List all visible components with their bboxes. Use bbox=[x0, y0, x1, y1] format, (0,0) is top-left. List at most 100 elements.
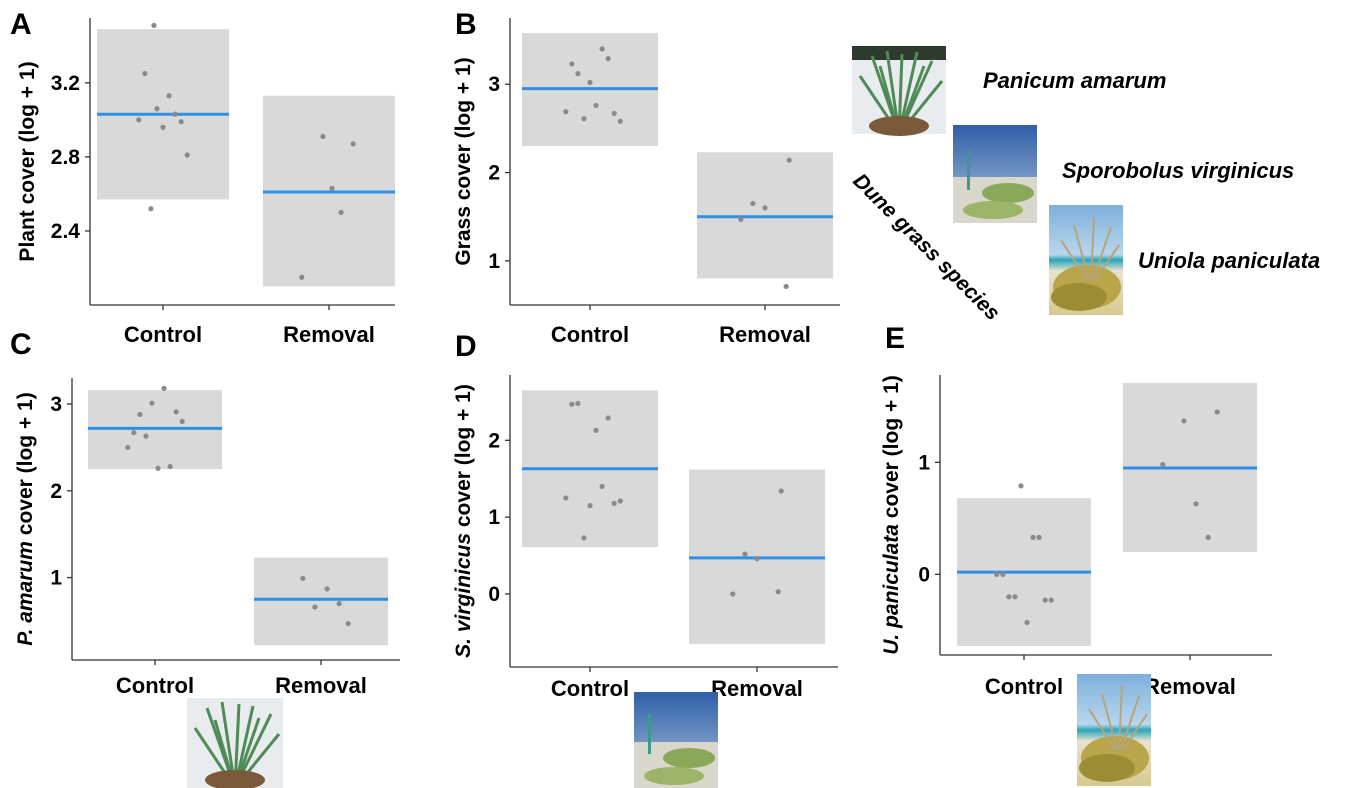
data-point-control bbox=[605, 56, 611, 62]
data-point-removal bbox=[1205, 534, 1211, 541]
data-point-removal bbox=[762, 205, 768, 211]
data-point-removal bbox=[754, 556, 760, 562]
data-point-removal bbox=[786, 157, 792, 163]
data-point-control bbox=[593, 427, 599, 433]
panel-b: 1 2 3 Control Removal Grass cover (log + 1) B bbox=[452, 8, 840, 347]
legend-species-panicum: Panicum amarum bbox=[983, 68, 1166, 93]
y-tick-label: 1 bbox=[488, 506, 500, 529]
data-point-removal bbox=[742, 551, 748, 557]
x-category-label: Removal bbox=[275, 673, 367, 698]
data-point-control bbox=[1036, 534, 1042, 541]
data-point-removal bbox=[338, 209, 344, 216]
data-point-removal bbox=[300, 575, 306, 582]
data-point-control bbox=[587, 79, 593, 86]
data-point-removal bbox=[750, 200, 756, 207]
x-category-label: Control bbox=[124, 322, 202, 347]
data-point-control bbox=[581, 116, 587, 122]
y-tick-label: 3 bbox=[50, 393, 62, 416]
data-point-control bbox=[611, 500, 617, 506]
data-point-control bbox=[142, 70, 148, 77]
data-point-removal bbox=[775, 589, 781, 595]
panel-a: 2.4 2.8 3.2 Control Removal Plant cover (log … bbox=[10, 8, 395, 347]
uniola-photo-small bbox=[1077, 674, 1151, 786]
data-point-control bbox=[569, 61, 575, 67]
data-point-removal bbox=[336, 601, 342, 607]
data-point-removal bbox=[1181, 418, 1187, 424]
data-point-control bbox=[599, 483, 605, 490]
legend-species-uniola: Uniola paniculata bbox=[1138, 248, 1320, 273]
data-point-control bbox=[184, 152, 190, 158]
data-point-control bbox=[617, 498, 623, 504]
data-point-removal bbox=[1160, 462, 1166, 468]
data-point-control bbox=[178, 119, 184, 125]
x-category-label: Control bbox=[985, 674, 1063, 699]
data-point-control bbox=[587, 503, 593, 509]
y-tick-label: 1 bbox=[918, 451, 930, 474]
data-point-control bbox=[1030, 534, 1036, 541]
y-axis-label: Grass cover (log + 1) bbox=[452, 57, 475, 265]
data-point-control bbox=[154, 106, 160, 112]
x-category-label: Control bbox=[116, 673, 194, 698]
uniola-photo bbox=[1049, 205, 1123, 315]
data-point-control bbox=[172, 111, 178, 117]
data-point-control bbox=[166, 93, 172, 99]
y-axis-label: S. virginicus cover (log + 1) bbox=[452, 384, 475, 658]
panicum-photo bbox=[852, 46, 946, 136]
x-category-label: Removal bbox=[283, 322, 375, 347]
x-category-label: Removal bbox=[1144, 674, 1236, 699]
data-point-control bbox=[137, 411, 143, 418]
y-tick-label: 1 bbox=[50, 567, 62, 590]
data-point-control bbox=[994, 571, 1000, 577]
y-tick-label: 3.2 bbox=[51, 72, 80, 95]
data-point-control bbox=[599, 46, 605, 52]
y-axis-label: U. paniculata cover (log + 1) bbox=[880, 375, 903, 655]
data-point-control bbox=[605, 415, 611, 421]
range-box-removal bbox=[254, 557, 388, 646]
panel-letter: E bbox=[885, 322, 905, 355]
data-point-removal bbox=[783, 283, 789, 290]
panel-d: 0 1 2 Control Removal S. virginicus cover (lo… bbox=[452, 330, 838, 701]
data-point-removal bbox=[329, 185, 335, 191]
data-point-control bbox=[1042, 597, 1048, 603]
data-point-control bbox=[1018, 483, 1024, 489]
data-point-control bbox=[136, 117, 142, 123]
y-tick-label: 0 bbox=[918, 563, 930, 586]
data-point-control bbox=[1024, 619, 1030, 626]
data-point-control bbox=[569, 401, 575, 407]
data-point-control bbox=[575, 400, 581, 407]
sporobolus-photo-small bbox=[634, 692, 718, 788]
data-point-control bbox=[593, 102, 599, 109]
y-tick-label: 1 bbox=[488, 250, 500, 273]
y-tick-label: 2 bbox=[488, 429, 500, 452]
data-point-control bbox=[575, 71, 581, 77]
y-tick-label: 0 bbox=[488, 583, 500, 606]
data-point-removal bbox=[324, 586, 330, 592]
data-point-control bbox=[611, 110, 617, 116]
x-category-label: Control bbox=[551, 676, 629, 701]
data-point-control bbox=[581, 535, 587, 541]
y-tick-label: 2.4 bbox=[51, 220, 81, 243]
y-tick-label: 2.8 bbox=[51, 146, 81, 169]
x-category-label: Control bbox=[551, 322, 629, 347]
data-point-removal bbox=[320, 133, 326, 140]
data-point-control bbox=[179, 418, 185, 424]
data-point-control bbox=[563, 109, 569, 115]
data-point-removal bbox=[1193, 501, 1199, 507]
data-point-removal bbox=[299, 274, 305, 280]
x-category-label: Removal bbox=[719, 322, 811, 347]
data-point-control bbox=[167, 463, 173, 470]
data-point-removal bbox=[350, 141, 356, 147]
species-legend: Panicum amarum Sporobolus virginicus Uni… bbox=[848, 46, 1320, 325]
data-point-removal bbox=[738, 216, 744, 222]
y-tick-label: 2 bbox=[50, 480, 62, 503]
data-point-removal bbox=[778, 488, 784, 494]
data-point-removal bbox=[1214, 409, 1220, 415]
y-tick-label: 3 bbox=[488, 73, 500, 96]
data-point-control bbox=[149, 400, 155, 406]
panel-c: 1 2 3 Control Removal P. amarum cover (log + … bbox=[10, 328, 400, 698]
data-point-removal bbox=[730, 591, 736, 597]
data-point-control bbox=[173, 409, 179, 415]
panel-letter: B bbox=[455, 8, 477, 41]
data-point-control bbox=[143, 433, 149, 439]
